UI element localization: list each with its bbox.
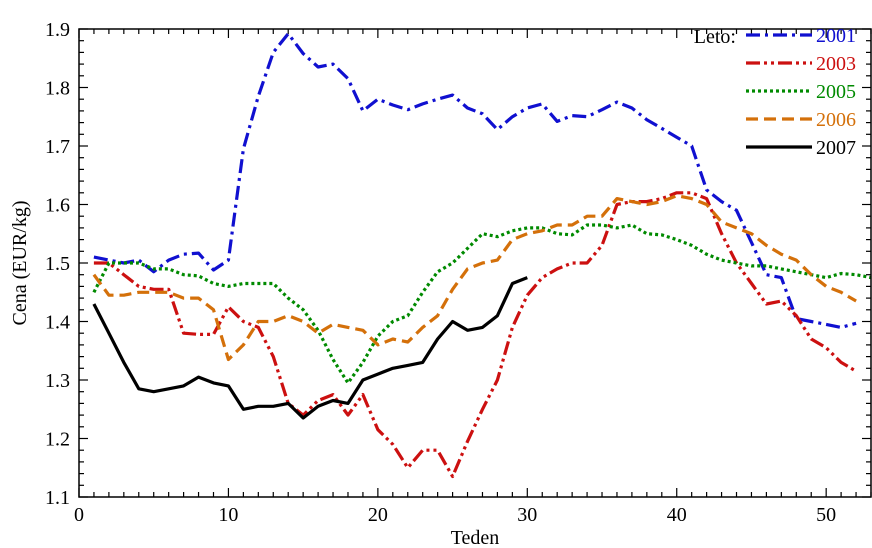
plot-frame — [78, 28, 872, 498]
legend: Leto: 2001 2003 2005 2006 2007 — [694, 25, 856, 159]
legend-label-2007: 2007 — [816, 137, 856, 159]
series-line-2003 — [93, 191, 857, 479]
y-tick-label: 1.9 — [45, 19, 70, 41]
y-tick-label: 1.1 — [45, 487, 70, 509]
x-tick-label: 30 — [517, 504, 537, 526]
y-tick-label: 1.7 — [45, 136, 70, 158]
x-tick-label: 20 — [368, 504, 388, 526]
y-tick-label: 1.4 — [45, 312, 70, 334]
axis-tick-labels: 0 10 20 30 40 50 1.1 1.2 1.3 1.4 1.5 1.6 1.7 1.8 1.9 — [45, 19, 836, 526]
x-axis-label: Teden — [451, 527, 500, 548]
y-tick-label: 1.2 — [45, 429, 70, 451]
series-line-2005 — [92, 223, 872, 385]
y-tick-label: 1.3 — [45, 370, 70, 392]
y-axis-label: Cena (EUR/kg) — [9, 201, 31, 326]
x-tick-label: 10 — [218, 504, 238, 526]
series-line-2001 — [93, 32, 857, 329]
legend-label-2006: 2006 — [816, 109, 856, 131]
series-line-2006 — [92, 194, 857, 362]
y-tick-label: 1.8 — [45, 78, 70, 100]
legend-label-2003: 2003 — [816, 53, 856, 75]
x-tick-label: 50 — [816, 504, 836, 526]
series-line-2007 — [92, 276, 528, 420]
legend-label-2001: 2001 — [816, 25, 856, 47]
y-tick-label: 1.6 — [45, 195, 70, 217]
legend-title: Leto: — [694, 26, 736, 48]
plot-lines — [92, 32, 872, 479]
legend-label-2005: 2005 — [816, 81, 856, 103]
x-tick-label: 40 — [667, 504, 687, 526]
axis-ticks — [78, 28, 872, 498]
x-tick-label: 0 — [74, 504, 84, 526]
y-tick-label: 1.5 — [45, 253, 70, 275]
